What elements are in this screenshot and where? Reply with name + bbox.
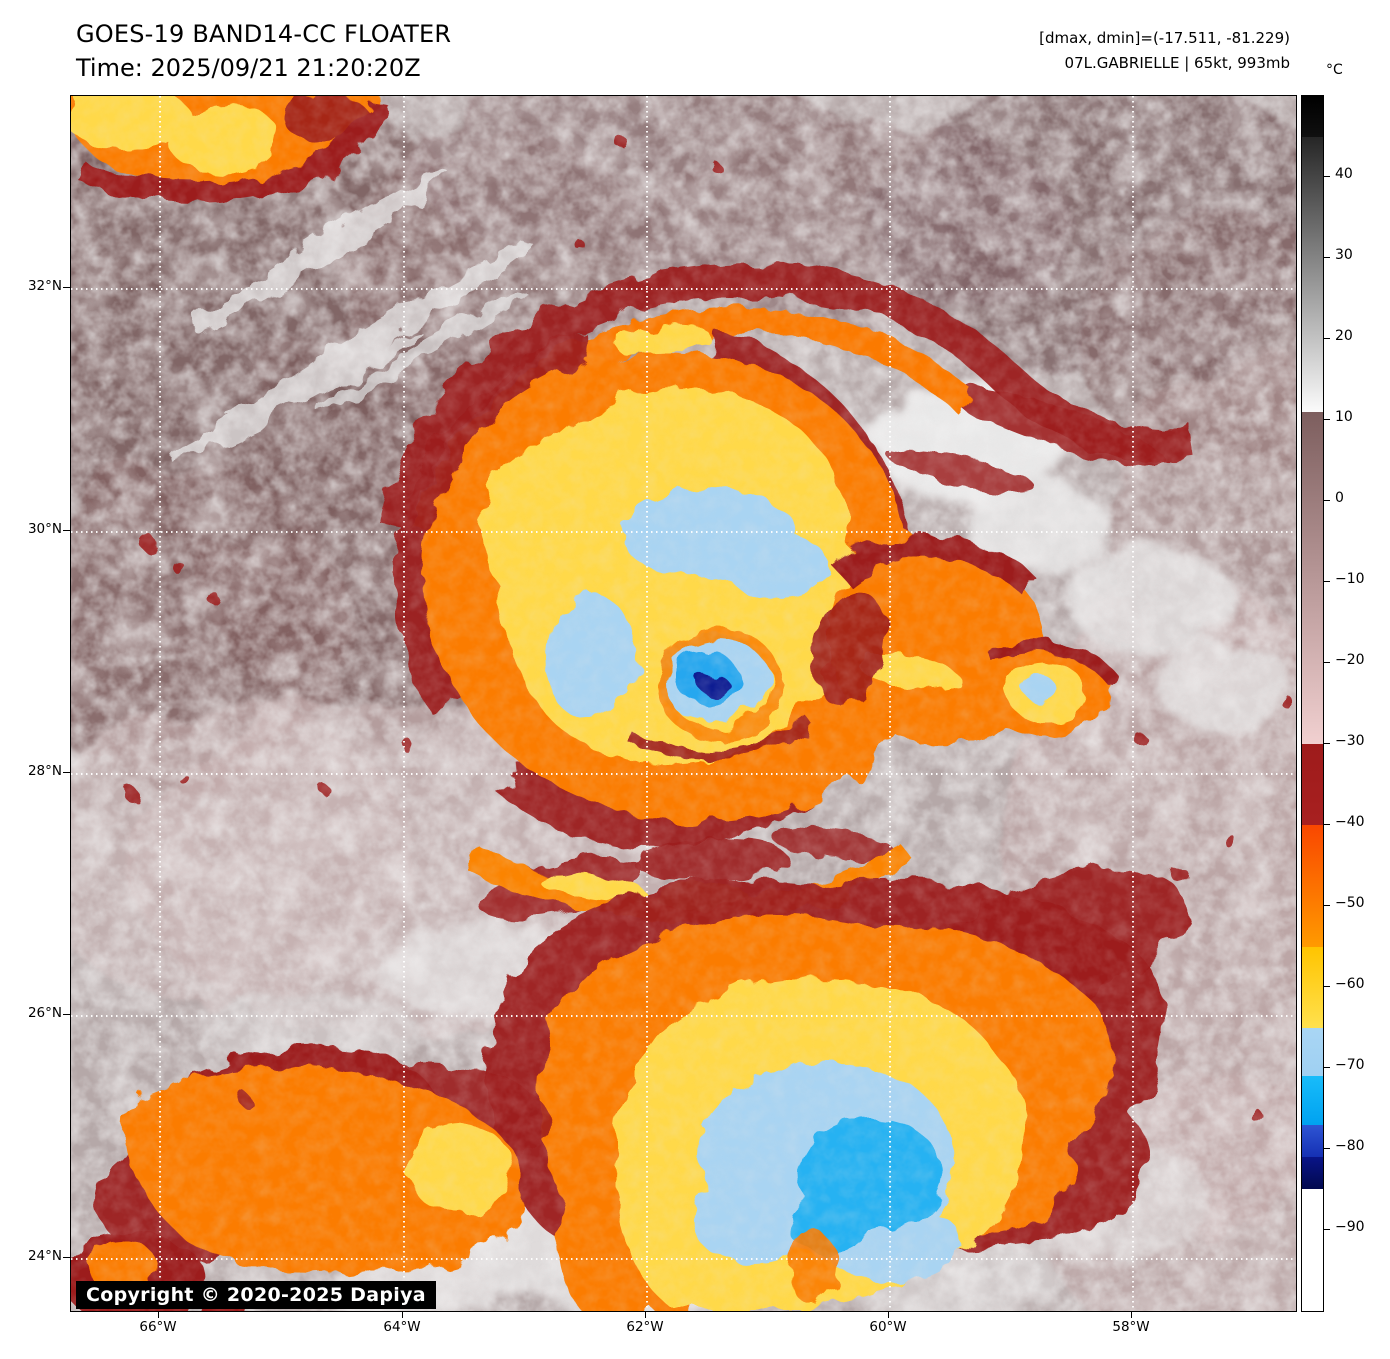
lon-axis-tick <box>1131 1311 1132 1318</box>
lat-axis-tick <box>63 530 70 531</box>
colorbar-tick <box>1324 257 1330 258</box>
global-grain-overlay <box>71 96 1296 1311</box>
lon-axis-tick <box>402 1311 403 1318</box>
colorbar-segment <box>1302 825 1323 947</box>
colorbar-tick-label: −60 <box>1335 976 1365 992</box>
lon-axis-label: 66°W <box>139 1319 177 1335</box>
colorbar-tick-label: 10 <box>1335 409 1353 425</box>
lat-axis-label: 32°N <box>27 278 62 294</box>
colorbar-tick-label: −30 <box>1335 733 1365 749</box>
lat-axis-tick <box>63 772 70 773</box>
satellite-map: Copyright © 2020-2025 Dapiya <box>70 95 1297 1312</box>
colorbar-segment <box>1302 1027 1323 1077</box>
lon-axis-label: 64°W <box>383 1319 421 1335</box>
colorbar-tick <box>1324 1229 1330 1230</box>
colorbar-tick-label: 30 <box>1335 247 1353 263</box>
colorbar-tick-label: 20 <box>1335 328 1353 344</box>
storm-info-block: [dmax, dmin]=(-17.511, -81.229) 07L.GABR… <box>1039 26 1290 76</box>
lon-axis-tick <box>645 1311 646 1318</box>
colorbar-segments <box>1302 96 1323 1311</box>
colorbar-tick-label: −20 <box>1335 652 1365 668</box>
colorbar-tick-label: 0 <box>1335 490 1344 506</box>
lat-axis-label: 24°N <box>27 1248 62 1264</box>
colorbar-tick-label: −10 <box>1335 571 1365 587</box>
lat-axis-tick <box>63 287 70 288</box>
colorbar-tick-label: −80 <box>1335 1138 1365 1154</box>
lat-axis-tick <box>63 1014 70 1015</box>
colorbar-tick <box>1324 176 1330 177</box>
lat-axis-label: 30°N <box>27 521 62 537</box>
colorbar-tick <box>1324 824 1330 825</box>
lat-axis-label: 26°N <box>27 1005 62 1021</box>
lon-axis-tick <box>158 1311 159 1318</box>
colorbar-tick-label: −90 <box>1335 1219 1365 1235</box>
copyright-label: Copyright © 2020-2025 Dapiya <box>76 1281 436 1309</box>
lon-axis-label: 60°W <box>869 1319 907 1335</box>
colorbar-tick <box>1324 662 1330 663</box>
product-title: GOES-19 BAND14-CC FLOATER <box>76 20 452 48</box>
colorbar-tick-label: −70 <box>1335 1057 1365 1073</box>
colorbar <box>1301 95 1324 1312</box>
colorbar-tick <box>1324 986 1330 987</box>
colorbar-tick <box>1324 743 1330 744</box>
lat-axis-tick <box>63 1257 70 1258</box>
colorbar-segment <box>1302 1124 1323 1158</box>
satellite-imagery <box>71 96 1296 1311</box>
storm-identity: 07L.GABRIELLE | 65kt, 993mb <box>1064 54 1290 72</box>
colorbar-segment <box>1302 96 1323 137</box>
lon-axis-label: 62°W <box>626 1319 664 1335</box>
timestamp: Time: 2025/09/21 21:20:20Z <box>76 54 421 82</box>
colorbar-segment <box>1302 744 1323 825</box>
colorbar-tick <box>1324 1067 1330 1068</box>
lon-axis-tick <box>888 1311 889 1318</box>
colorbar-tick <box>1324 581 1330 582</box>
colorbar-tick-label: −50 <box>1335 895 1365 911</box>
colorbar-tick <box>1324 338 1330 339</box>
colorbar-tick <box>1324 1148 1330 1149</box>
colorbar-unit-label: °C <box>1326 62 1343 78</box>
colorbar-segment <box>1302 136 1323 412</box>
lat-axis-label: 28°N <box>27 763 62 779</box>
colorbar-tick-label: −40 <box>1335 814 1365 830</box>
colorbar-tick-label: 40 <box>1335 166 1353 182</box>
colorbar-tick <box>1324 905 1330 906</box>
colorbar-segment <box>1302 411 1323 744</box>
colorbar-tick <box>1324 500 1330 501</box>
lon-axis-label: 58°W <box>1112 1319 1150 1335</box>
dmax-dmin-readout: [dmax, dmin]=(-17.511, -81.229) <box>1039 29 1290 47</box>
colorbar-segment <box>1302 1189 1323 1311</box>
colorbar-tick <box>1324 419 1330 420</box>
colorbar-segment <box>1302 1076 1323 1125</box>
colorbar-segment <box>1302 1157 1323 1190</box>
colorbar-segment <box>1302 946 1323 1028</box>
